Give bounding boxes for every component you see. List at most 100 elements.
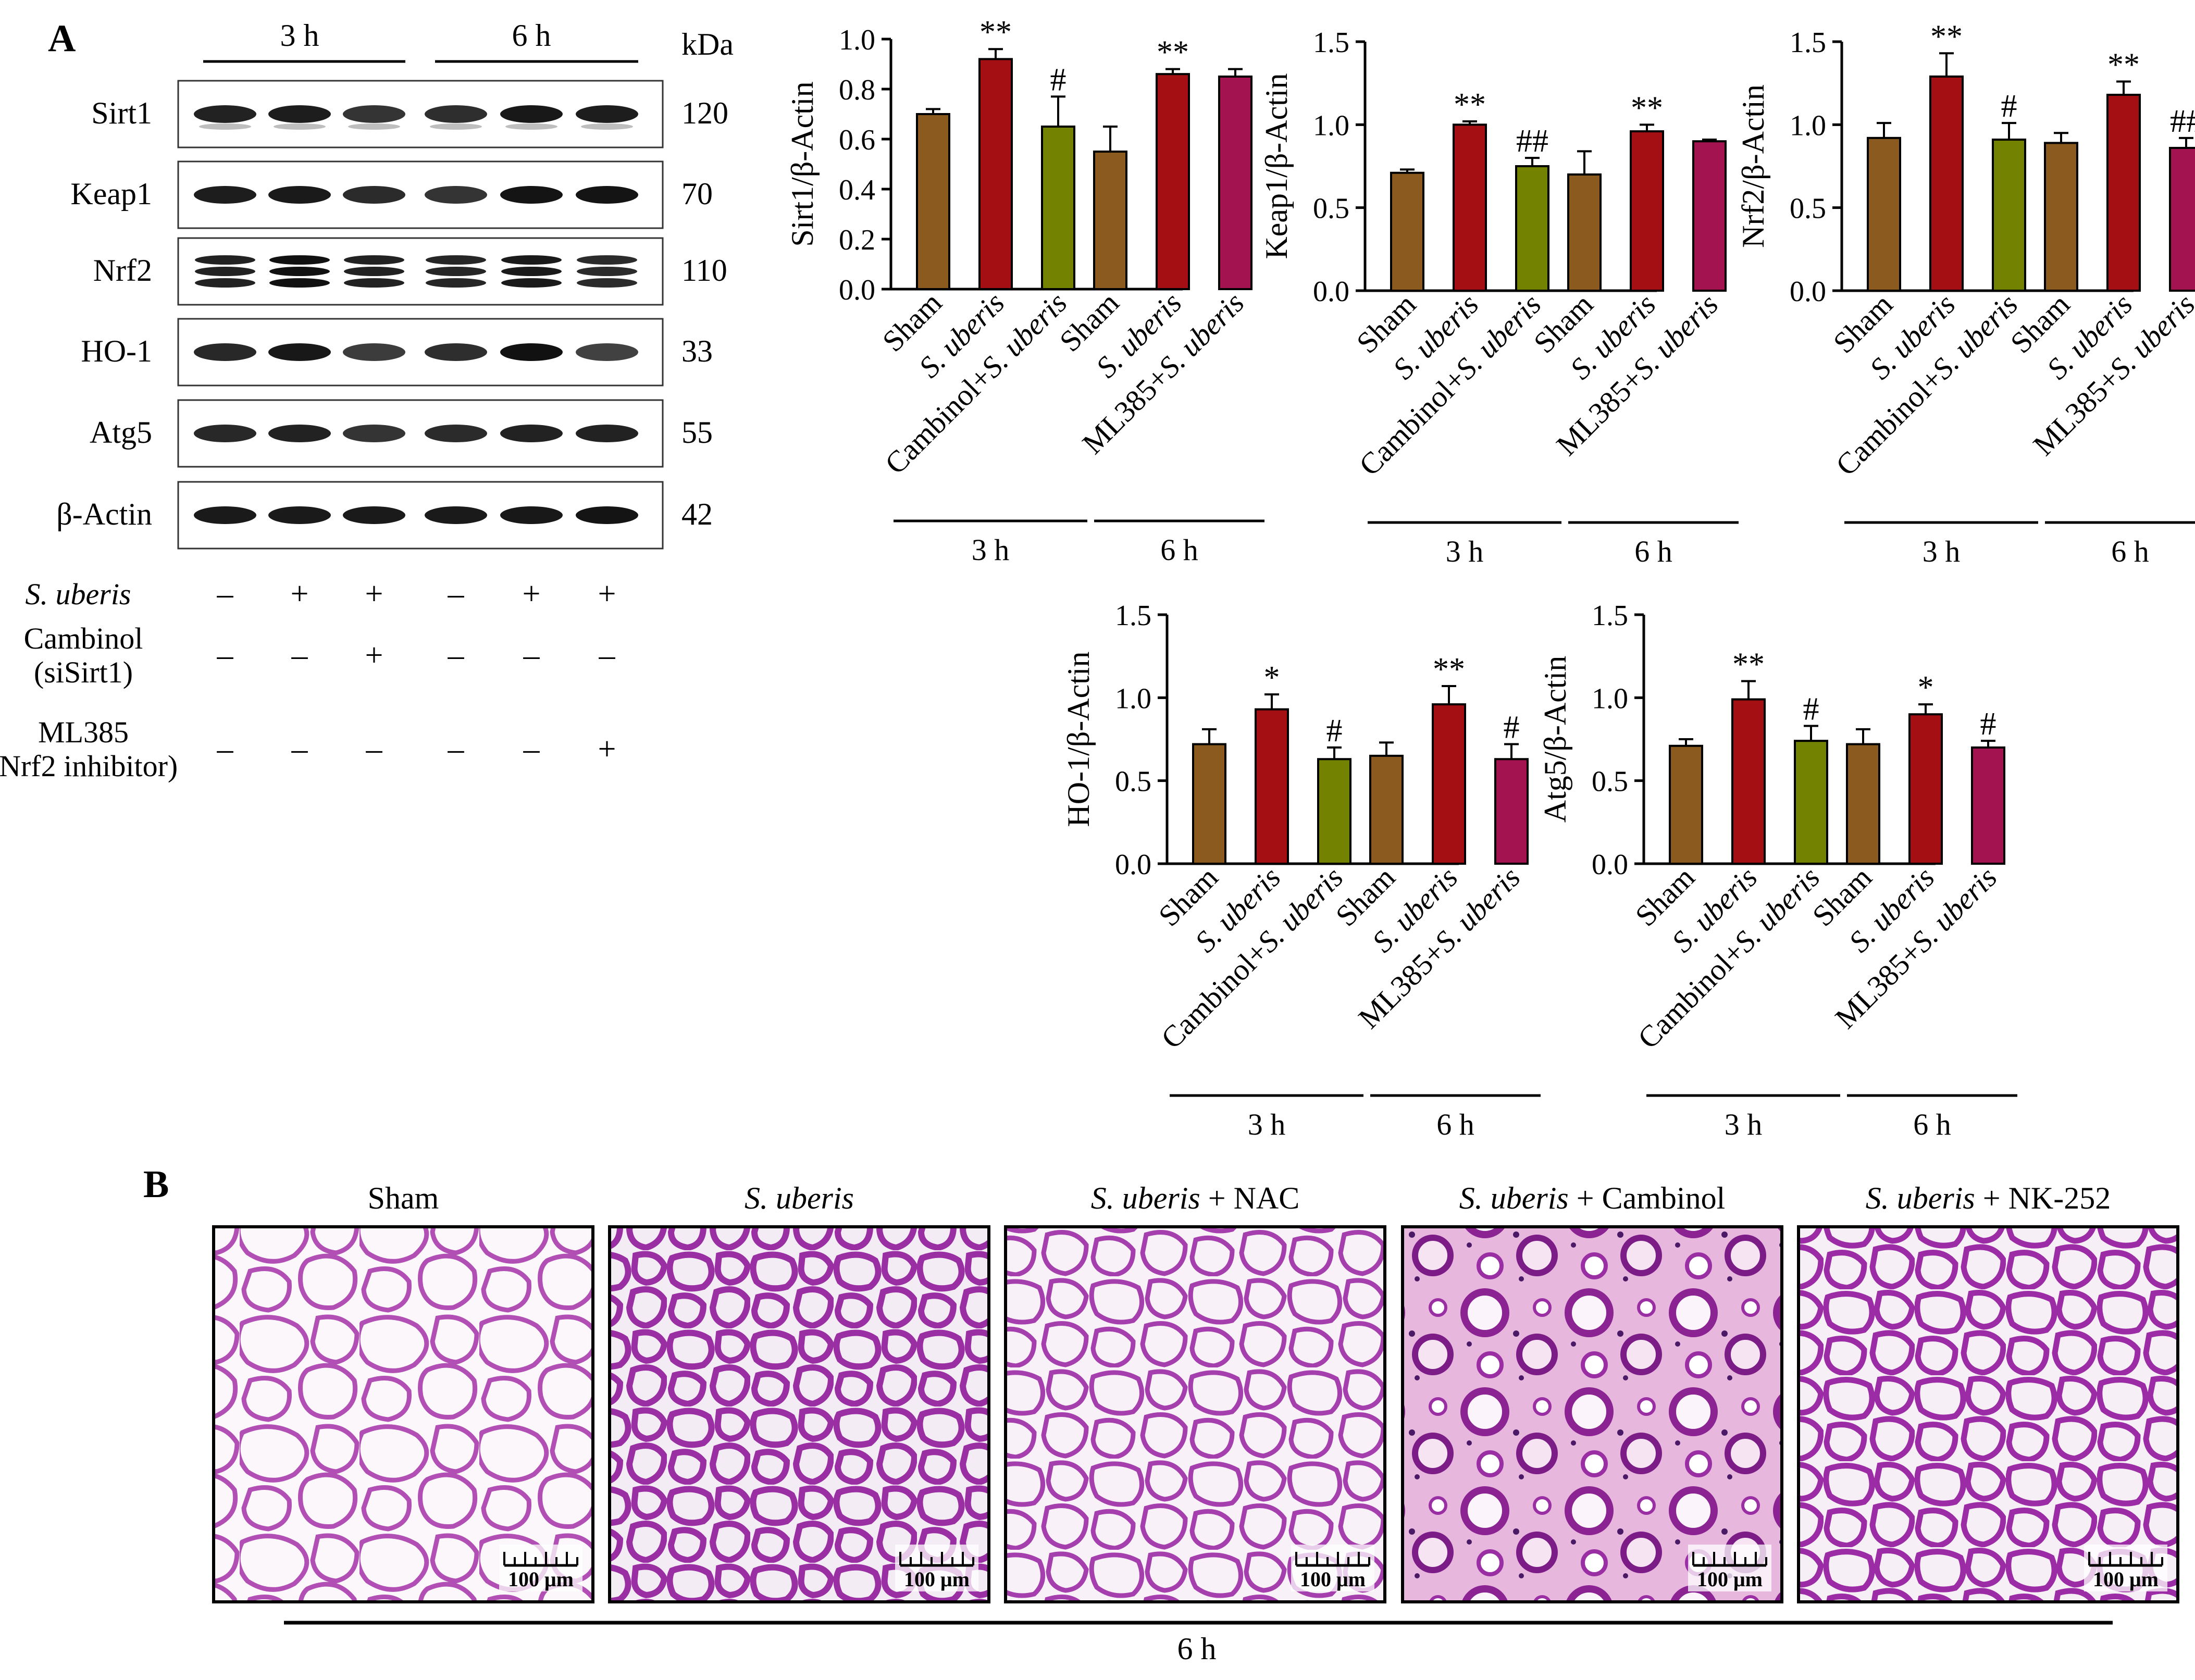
bar-chart: 0.0 0.5 1.0 1.5 Atg5/β-Actin Sham**S. uberis#… bbox=[1538, 600, 2017, 1141]
significance-label: * bbox=[1264, 660, 1280, 695]
y-tick-label: 1.0 bbox=[1313, 109, 1349, 142]
treatment-table: S. uberis – + + – + +Cambinol(siSirt1) – – + – – –ML… bbox=[0, 576, 616, 783]
histology-image bbox=[1799, 1227, 2178, 1602]
blot-band-faint bbox=[348, 123, 400, 130]
group-timepoint-label: 6 h bbox=[1913, 1107, 1951, 1141]
treatment-sign: – bbox=[217, 731, 234, 767]
blot-band-faint bbox=[199, 123, 251, 130]
blot-band bbox=[501, 267, 562, 276]
treatment-sign: + bbox=[598, 576, 616, 612]
y-axis-label: Atg5/β-Actin bbox=[1538, 656, 1572, 823]
treatment-label: S. uberis bbox=[26, 577, 131, 611]
y-tick-label: 0.0 bbox=[1313, 276, 1349, 308]
histology-panel: Sham 100 μm bbox=[212, 1181, 594, 1603]
treatment-sublabel: (siSirt1) bbox=[34, 655, 133, 689]
significance-label: # bbox=[1504, 710, 1520, 745]
y-tick-label: 0.5 bbox=[1790, 193, 1826, 225]
bar bbox=[916, 113, 950, 290]
bar-chart: 0.0 0.2 0.4 0.6 0.8 1.0 Sirt1/β-Actin Sham**S. … bbox=[785, 15, 1264, 567]
y-tick-label: 0.2 bbox=[839, 224, 875, 256]
treatment-sign: + bbox=[523, 576, 541, 612]
treatment-sublabel: (Nrf2 inhibitor) bbox=[0, 749, 178, 783]
significance-label: ** bbox=[1157, 35, 1189, 70]
blot-kda-value: 110 bbox=[681, 253, 727, 288]
blot-band bbox=[194, 186, 256, 204]
bar bbox=[1255, 708, 1289, 865]
blot-band bbox=[500, 105, 563, 123]
blot-band bbox=[426, 255, 486, 265]
blot-band bbox=[576, 343, 638, 361]
blot-kda-value: 33 bbox=[681, 334, 713, 368]
blot-band bbox=[500, 425, 563, 442]
treatment-label: Cambinol bbox=[24, 621, 143, 655]
histology-timepoint: 6 h bbox=[1177, 1632, 1217, 1666]
bar bbox=[1192, 743, 1226, 865]
y-tick-label: 0.0 bbox=[839, 274, 875, 306]
scale-bar-label: 100 μm bbox=[1300, 1567, 1366, 1591]
y-tick-label: 1.0 bbox=[1790, 109, 1826, 142]
blot-band bbox=[500, 186, 563, 204]
blot-band bbox=[343, 343, 405, 361]
blot-band bbox=[268, 186, 331, 204]
y-axis-label: Keap1/β-Actin bbox=[1259, 73, 1294, 259]
group-timepoint-label: 6 h bbox=[1634, 534, 1672, 568]
histology-title: S. uberis + NK-252 bbox=[1866, 1181, 2111, 1215]
blot-band bbox=[195, 267, 255, 276]
blot-band bbox=[268, 506, 331, 524]
blot-band bbox=[425, 186, 487, 204]
histology-frame bbox=[212, 1225, 594, 1603]
blot-rows: Sirt1 120 Keap1 70 Nrf2 110 HO-1 33 Atg5 55 β-Acti… bbox=[56, 80, 728, 550]
y-tick-label: 0.4 bbox=[839, 174, 875, 206]
kda-header: kDa bbox=[681, 27, 734, 61]
treatment-sign: – bbox=[448, 731, 465, 767]
y-tick-label: 1.5 bbox=[1115, 600, 1151, 632]
blot-band bbox=[268, 425, 331, 442]
y-tick-label: 1.5 bbox=[1592, 600, 1628, 632]
scale-bar-bg bbox=[2084, 1545, 2167, 1591]
histology-frame bbox=[1004, 1225, 1386, 1603]
blot-row: β-Actin 42 bbox=[56, 481, 713, 550]
significance-label: ** bbox=[979, 15, 1012, 50]
blot-band bbox=[269, 255, 330, 265]
histology-frame bbox=[608, 1225, 990, 1603]
blot-protein-label: Sirt1 bbox=[91, 96, 152, 130]
blot-row: HO-1 33 bbox=[81, 318, 713, 387]
significance-label: # bbox=[1326, 713, 1343, 749]
treatment-sign: – bbox=[217, 576, 234, 612]
bar bbox=[2169, 146, 2195, 292]
bar bbox=[1041, 126, 1075, 290]
blot-protein-label: HO-1 bbox=[81, 334, 152, 368]
panel-a-label: A bbox=[48, 17, 76, 60]
y-tick-label: 1.0 bbox=[839, 24, 875, 56]
blot-band bbox=[269, 267, 330, 276]
y-tick-label: 0.0 bbox=[1592, 849, 1628, 881]
significance-label: ** bbox=[2107, 47, 2140, 82]
treatment-sign: – bbox=[291, 638, 308, 673]
group-timepoint-label: 3 h bbox=[1923, 534, 1961, 568]
blot-band-faint bbox=[505, 123, 557, 130]
blot-band bbox=[501, 278, 562, 288]
bar bbox=[1794, 740, 1828, 865]
blot-band bbox=[343, 186, 405, 204]
blot-band bbox=[501, 255, 562, 265]
treatment-sign: – bbox=[599, 638, 616, 673]
blot-band bbox=[500, 506, 563, 524]
blot-row: Atg5 55 bbox=[90, 399, 713, 468]
group-timepoint-label: 6 h bbox=[1160, 533, 1198, 567]
blot-band-faint bbox=[274, 123, 326, 130]
blot-band bbox=[194, 425, 256, 442]
blot-band bbox=[425, 105, 487, 123]
treatment-sign: + bbox=[365, 576, 383, 612]
y-axis-label: Nrf2/β-Actin bbox=[1736, 84, 1770, 248]
treatment-sign: + bbox=[291, 576, 309, 612]
bar bbox=[1515, 165, 1549, 292]
histology-image bbox=[1006, 1227, 1385, 1602]
treatment-label: ML385 bbox=[38, 715, 129, 749]
blot-band bbox=[577, 267, 637, 276]
y-tick-label: 1.5 bbox=[1313, 27, 1349, 59]
bar bbox=[1929, 75, 1964, 292]
blot-kda-value: 120 bbox=[681, 96, 728, 130]
blot-band bbox=[268, 343, 331, 361]
treatment-sign: + bbox=[365, 638, 383, 673]
